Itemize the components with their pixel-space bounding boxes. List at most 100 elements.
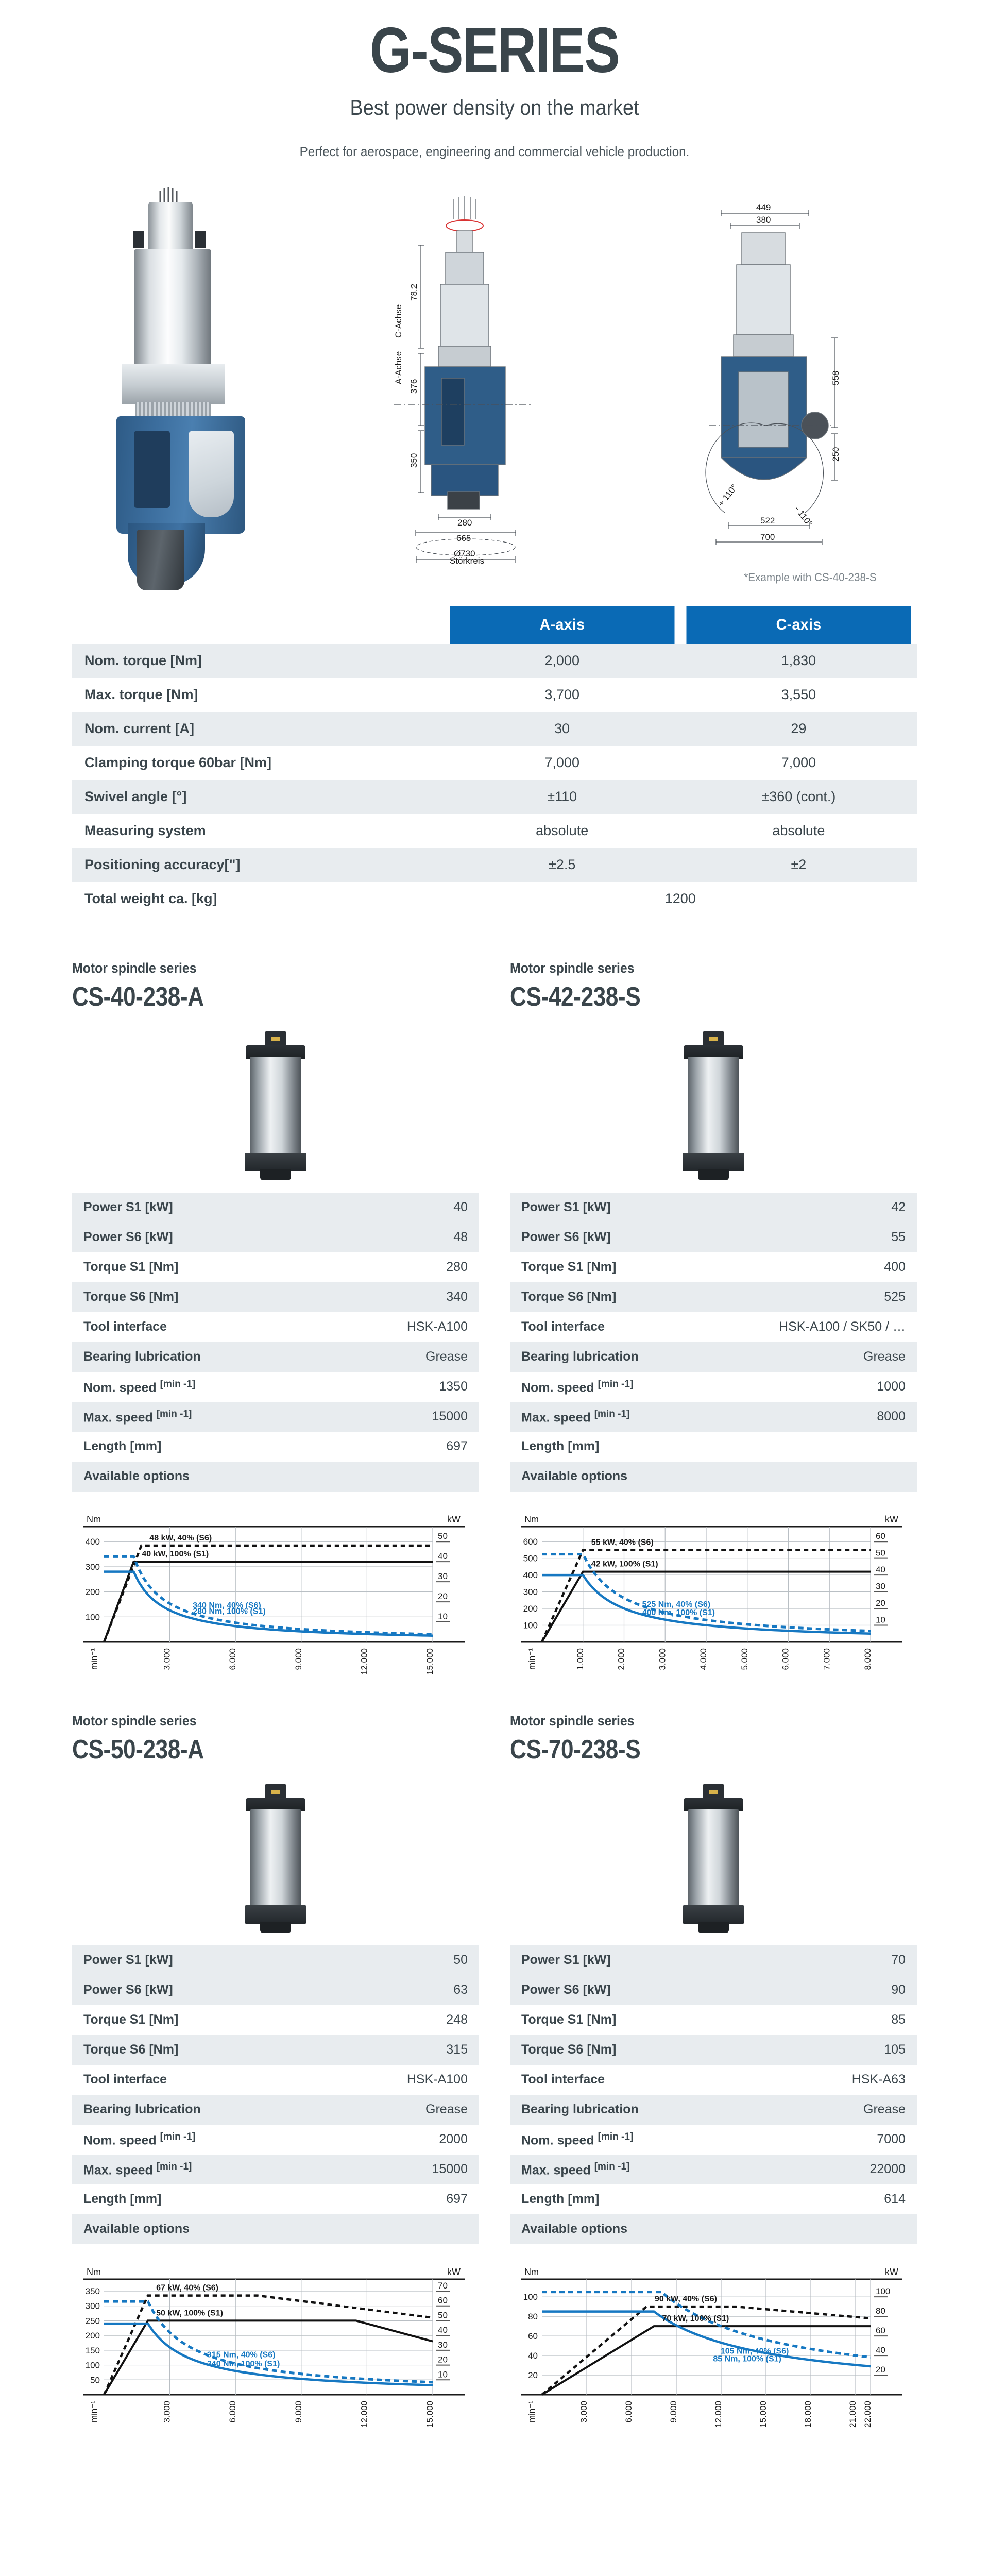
dim-350: 350 <box>409 453 419 468</box>
spindle-row-key: Nom. speed [min -1] <box>83 1378 196 1395</box>
spec-row-value-c-axis: absolute <box>772 823 825 839</box>
series-power-solid <box>541 2325 871 2396</box>
svg-text:50: 50 <box>876 1548 885 1558</box>
svg-text:30: 30 <box>876 1582 885 1591</box>
svg-text:15.000: 15.000 <box>425 2401 435 2428</box>
series-torque-dashed <box>104 2300 433 2384</box>
spindle-row-value: 63 <box>308 1975 479 2005</box>
table-row: Torque S6 [Nm] 340 <box>72 1282 479 1312</box>
spindle-row-key: Bearing lubrication <box>72 1342 309 1372</box>
table-row: Max. speed [min -1] 15000 <box>72 1401 479 1432</box>
spindle-row-2: Motor spindle series CS-50-238-A Power S1 … <box>72 1713 917 2430</box>
svg-text:200: 200 <box>86 1587 100 1597</box>
torque-power-chart-svg: Nm kW 100 200 300 400 10 20 30 40 50 3.000 6.000 9.00… <box>83 1514 465 1675</box>
svg-text:80: 80 <box>876 2306 885 2316</box>
spindle-row-key: Max. speed [min -1] <box>510 1401 746 1432</box>
svg-text:6.000: 6.000 <box>228 2401 237 2423</box>
svg-text:10: 10 <box>438 1612 448 1621</box>
svg-text:70: 70 <box>438 2281 448 2291</box>
spindle-row-key: Available options <box>510 1461 746 1492</box>
spindle-photo <box>510 1030 917 1185</box>
spindle-row-value: 48 <box>308 1222 479 1252</box>
svg-text:3.000: 3.000 <box>579 2401 589 2423</box>
spindle-performance-chart: Nm kW 100 200 300 400 500 600 10 20 30 40 50 60 1.000 2… <box>510 1512 917 1677</box>
spindle-row-key: Power S1 [kW] <box>510 1192 746 1223</box>
table-row: Bearing lubrication Grease <box>72 1342 479 1372</box>
page-title: G-SERIES <box>369 15 620 86</box>
table-row: Torque S1 [Nm] 400 <box>510 1252 917 1282</box>
svg-text:min⁻¹: min⁻¹ <box>527 2401 537 2422</box>
spindle-row-key: Available options <box>72 2214 309 2244</box>
svg-text:8.000: 8.000 <box>863 1648 873 1670</box>
spec-row-value-c-axis: 1,830 <box>680 643 917 678</box>
chart-annotation: 90 kW, 40% (S6) <box>655 2295 717 2303</box>
spindle-row-value: 15000 <box>308 1401 479 1432</box>
spindle-row-key: Tool interface <box>521 2072 605 2087</box>
table-row: Max. speed [min -1] 8000 <box>510 1401 917 1432</box>
svg-text:min⁻¹: min⁻¹ <box>527 1648 537 1670</box>
svg-text:15.000: 15.000 <box>758 2401 768 2428</box>
spindle-row-value: HSK-A100 / SK50 / … <box>779 1319 906 1334</box>
svg-text:500: 500 <box>523 1554 538 1564</box>
svg-text:15.000: 15.000 <box>425 1648 435 1675</box>
spec-row-value-a-axis: 2,000 <box>444 643 680 678</box>
table-row: Power S6 [kW] 48 <box>72 1222 479 1252</box>
series-torque-dashed <box>542 2291 871 2359</box>
svg-text:400: 400 <box>86 1537 100 1547</box>
spindle-row-key: Power S1 [kW] <box>72 1192 309 1223</box>
table-row: Measuring system absolute absolute <box>72 814 917 848</box>
spindle-row-key: Tool interface <box>83 2072 167 2087</box>
spec-row-value-a-axis: 30 <box>444 711 680 746</box>
axis-specification-table: A-axis C-axis Nom. torque [Nm] 2,000 1,830… <box>72 605 917 916</box>
svg-text:20: 20 <box>528 2370 538 2380</box>
spindle-row-value: 8000 <box>746 1401 917 1432</box>
svg-text:2.000: 2.000 <box>617 1648 626 1670</box>
chart-annotation: 42 kW, 100% (S1) <box>591 1560 658 1569</box>
table-row: Bearing lubrication Grease <box>510 1342 917 1372</box>
table-row: Nom. torque [Nm] 2,000 1,830 <box>72 643 917 678</box>
spindle-row-value: 55 <box>746 1222 917 1252</box>
svg-text:50: 50 <box>90 2375 100 2385</box>
svg-text:200: 200 <box>523 1604 538 1614</box>
svg-text:18.000: 18.000 <box>803 2401 813 2428</box>
svg-text:350: 350 <box>86 2286 100 2296</box>
spindle-performance-chart: Nm kW 100 200 300 400 10 20 30 40 50 3.000 6.000 9.00… <box>72 1512 479 1677</box>
svg-text:100: 100 <box>523 1620 538 1630</box>
table-row: Power S1 [kW] 70 <box>510 1945 917 1975</box>
spindle-model-name: CS-40-238-A <box>72 981 204 1012</box>
table-row: Nom. current [A] 30 29 <box>72 711 917 746</box>
table-row: Torque S6 [Nm] 525 <box>510 1282 917 1312</box>
dim-700: 700 <box>760 532 775 542</box>
technical-drawing-front: 78.2 376 350 280 665 Ø730 Störkreis A-Ac… <box>363 183 579 566</box>
spindle-photo <box>72 1783 479 1938</box>
torque-power-chart-svg: Nm kW 20 40 60 80 100 20 40 60 80 100 3.000 6.000 9.00… <box>521 2267 902 2428</box>
table-row: Tool interface HSK-A63 <box>510 2065 917 2095</box>
spindle-row-value: 7000 <box>877 2132 906 2147</box>
table-row: Power S6 [kW] 90 <box>510 1975 917 2005</box>
series-torque-dashed <box>542 1553 871 1633</box>
hero-subtitle: Best power density on the market <box>350 95 639 120</box>
spindle-row-value <box>308 2214 479 2244</box>
series-torque-solid <box>542 2310 871 2368</box>
spindle-card-0: Motor spindle series CS-40-238-A Power S1 … <box>72 960 479 1677</box>
spindle-row-key: Max. speed [min -1] <box>72 2154 309 2184</box>
spindle-spec-table: Power S1 [kW] 40 Power S6 [kW] 48 Torque S1 … <box>72 1192 479 1492</box>
cable-icon <box>159 186 178 204</box>
spindle-row-key: Nom. speed [min -1] <box>83 2131 196 2148</box>
spindle-row-key: Torque S6 [Nm] <box>72 1282 309 1312</box>
spindle-row-key: Max. speed [min -1] <box>510 2154 746 2184</box>
dim-558: 558 <box>831 371 841 385</box>
chart-annotation: 55 kW, 40% (S6) <box>591 1538 654 1547</box>
spindle-row-key: Torque S1 [Nm] <box>521 1260 617 1275</box>
table-row: Torque S6 [Nm] 315 <box>72 2035 479 2065</box>
table-row: Bearing lubrication Grease <box>510 2094 917 2125</box>
chart-annotation: 280 Nm, 100% (S1) <box>193 1607 265 1616</box>
spindle-row-key: Power S1 [kW] <box>510 1945 746 1975</box>
spindle-row-key: Length [mm] <box>521 1439 600 1454</box>
dim-380: 380 <box>756 215 771 225</box>
product-gallery: 78.2 376 350 280 665 Ø730 Störkreis A-Ac… <box>108 183 881 590</box>
table-row: Positioning accuracy["] ±2.5 ±2 <box>72 848 917 882</box>
table-row: Torque S6 [Nm] 105 <box>510 2035 917 2065</box>
motor-spindle-icon <box>243 1030 309 1180</box>
spindle-photo <box>72 1030 479 1185</box>
